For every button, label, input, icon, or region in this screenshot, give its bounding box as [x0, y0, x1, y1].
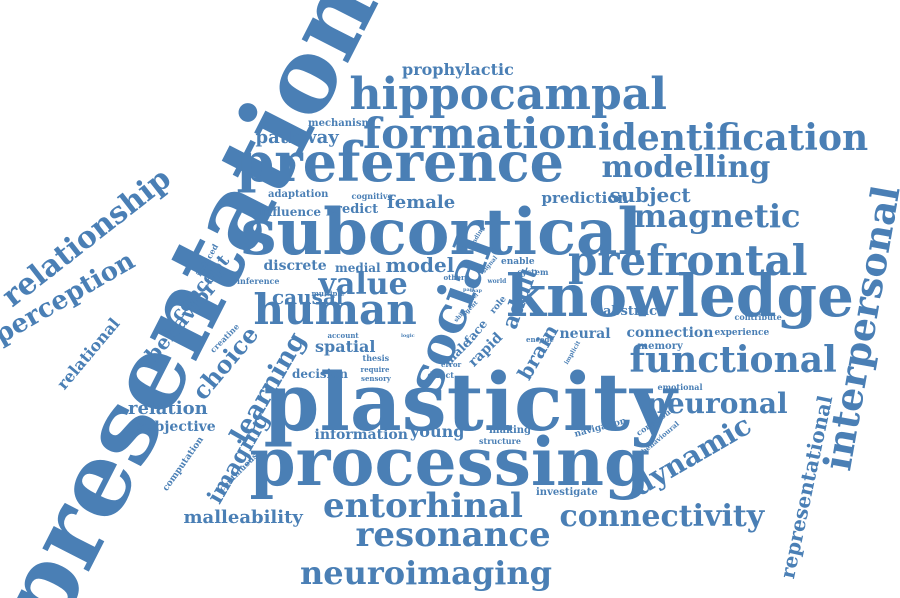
- word-representational: representational: [774, 393, 837, 581]
- word-female: female: [387, 192, 456, 213]
- word-mechanism: mechanism: [308, 118, 373, 129]
- word-multiple: multiple: [311, 288, 345, 298]
- word-human: human: [253, 285, 417, 334]
- word-connectivity: connectivity: [559, 499, 765, 534]
- word-cognitive: cognitive: [351, 191, 393, 201]
- word-system: system: [517, 267, 549, 277]
- word-investigate: investigate: [536, 487, 598, 498]
- word-knowledge: knowledge: [506, 262, 854, 330]
- word-discrete: discrete: [263, 258, 327, 274]
- word-prefrontal: prefrontal: [568, 236, 808, 285]
- word-medial: medial: [335, 261, 381, 275]
- word-adaptation: adaptation: [268, 189, 329, 200]
- word-pathway: pathway: [255, 127, 339, 148]
- word-error: error: [441, 359, 462, 369]
- word-resonance: resonance: [355, 515, 551, 555]
- word-subject: subject: [609, 183, 691, 207]
- word-contribute: contribute: [734, 312, 782, 322]
- word-entorhinal: entorhinal: [323, 486, 523, 526]
- word-model: model: [385, 253, 455, 277]
- word-neuronal: neuronal: [646, 387, 788, 420]
- word-subjective: subjective: [136, 419, 216, 435]
- word-experience: experience: [714, 327, 770, 338]
- word-logic: logic: [401, 332, 415, 339]
- word-decision: decision: [292, 367, 348, 381]
- word-enable: enable: [501, 256, 535, 267]
- word-malleability: malleability: [183, 507, 303, 528]
- word-relation: relation: [128, 398, 208, 419]
- word-connection: connection: [626, 325, 714, 341]
- word-map: map: [470, 287, 483, 294]
- word-modelling: modelling: [601, 150, 771, 185]
- word-processing: processing: [249, 423, 651, 501]
- word-emotional: emotional: [657, 382, 703, 392]
- word-magnetic: magnetic: [633, 197, 801, 235]
- word-hippocampal: hippocampal: [349, 69, 667, 120]
- word-spatial: spatial: [315, 337, 376, 356]
- word-inference: inference: [237, 276, 280, 286]
- word-other: other: [443, 272, 465, 282]
- word-neural: neural: [559, 326, 611, 342]
- word-sensory: sensory: [361, 373, 391, 383]
- word-encode: encode: [526, 334, 554, 344]
- word-predict: predict: [326, 201, 379, 217]
- word-structure: structure: [479, 436, 521, 446]
- word-making: making: [489, 425, 532, 436]
- word-identification: identification: [598, 117, 869, 159]
- word-direct: direct: [427, 370, 455, 380]
- word-functional: functional: [629, 339, 837, 381]
- word-preference: preference: [236, 130, 564, 194]
- word-influence: influence: [259, 205, 322, 219]
- word-causal: causal: [272, 285, 344, 309]
- word-memory: memory: [637, 341, 683, 352]
- word-account: account: [327, 330, 359, 340]
- word-require: require: [360, 364, 390, 374]
- word-part: part: [463, 286, 475, 293]
- word-plasticity: plasticity: [263, 355, 677, 449]
- word-formation: formation: [363, 109, 597, 158]
- word-abstract: abstract: [603, 303, 664, 319]
- word-subcortical: subcortical: [240, 195, 642, 270]
- word-information: information: [314, 427, 408, 443]
- word-thesis: thesis: [362, 353, 390, 363]
- word-value: value: [318, 267, 408, 302]
- word-prophylactic: prophylactic: [402, 60, 514, 79]
- word-prediction: prediction: [541, 188, 629, 207]
- word-neuroimaging: neuroimaging: [300, 554, 553, 592]
- word-young: young: [410, 422, 465, 441]
- word-world: world: [487, 278, 507, 285]
